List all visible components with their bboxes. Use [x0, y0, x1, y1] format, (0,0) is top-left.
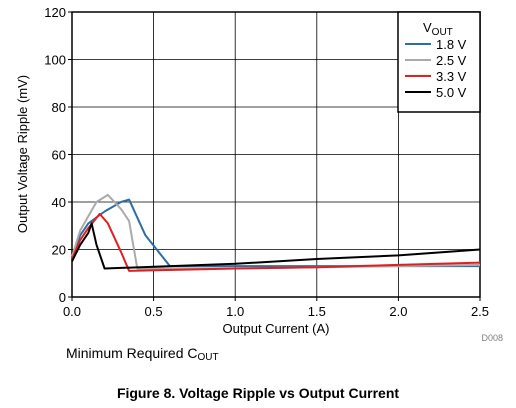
chart: 0.0 0.5 1.0 1.5 2.0 2.5 0 20 40 60 80 100 120 Output…: [15, 5, 503, 343]
legend-item-2-5-v: 2.5 V: [405, 53, 467, 68]
legend-box: [397, 11, 481, 113]
y-axis-title: Output Voltage Ripple (mV): [15, 75, 30, 233]
y-tick-label: 0: [59, 290, 66, 305]
legend-title: VOUT: [423, 20, 453, 38]
y-tick-label: 20: [52, 243, 66, 258]
legend-items: 1.8 V2.5 V3.3 V5.0 V: [405, 37, 467, 100]
series-lines: [71, 193, 481, 272]
legend: VOUT 1.8 V2.5 V3.3 V5.0 V: [397, 11, 481, 113]
x-tick-label: 2.0: [389, 304, 407, 319]
y-tick-label: 100: [44, 53, 66, 68]
legend-label: 5.0 V: [436, 85, 467, 100]
legend-item-5-0-v: 5.0 V: [405, 85, 467, 100]
tick-labels: 0.0 0.5 1.0 1.5 2.0 2.5 0 20 40 60 80 100 120: [44, 5, 489, 319]
axes: [68, 11, 481, 301]
caption-note: Minimum Required COUT: [66, 345, 219, 363]
x-tick-label: 2.5: [471, 304, 489, 319]
x-axis-title: Output Current (A): [223, 321, 330, 336]
legend-item-3-3-v: 3.3 V: [405, 69, 467, 84]
caption-note-sub: OUT: [197, 352, 219, 363]
x-tick-label: 0.5: [145, 304, 163, 319]
figure-title: Figure 8. Voltage Ripple vs Output Curre…: [116, 385, 400, 401]
series-line-3-3-v: [71, 212, 481, 272]
figure-id: D008: [481, 333, 503, 343]
y-tick-label: 120: [44, 5, 66, 20]
caption-note-text: Minimum Required C: [66, 345, 198, 361]
legend-label: 3.3 V: [436, 69, 467, 84]
legend-label: 2.5 V: [436, 53, 467, 68]
legend-item-1-8-v: 1.8 V: [405, 37, 467, 52]
x-tick-label: 1.5: [308, 304, 326, 319]
x-tick-label: 0.0: [63, 304, 81, 319]
y-tick-label: 80: [52, 100, 66, 115]
series-line-5-0-v: [71, 222, 481, 270]
y-tick-label: 40: [52, 195, 66, 210]
legend-label: 1.8 V: [436, 37, 467, 52]
legend-title-sub: OUT: [432, 27, 453, 38]
legend-title-main: V: [423, 20, 432, 35]
x-tick-label: 1.0: [226, 304, 244, 319]
y-tick-label: 60: [52, 148, 66, 163]
